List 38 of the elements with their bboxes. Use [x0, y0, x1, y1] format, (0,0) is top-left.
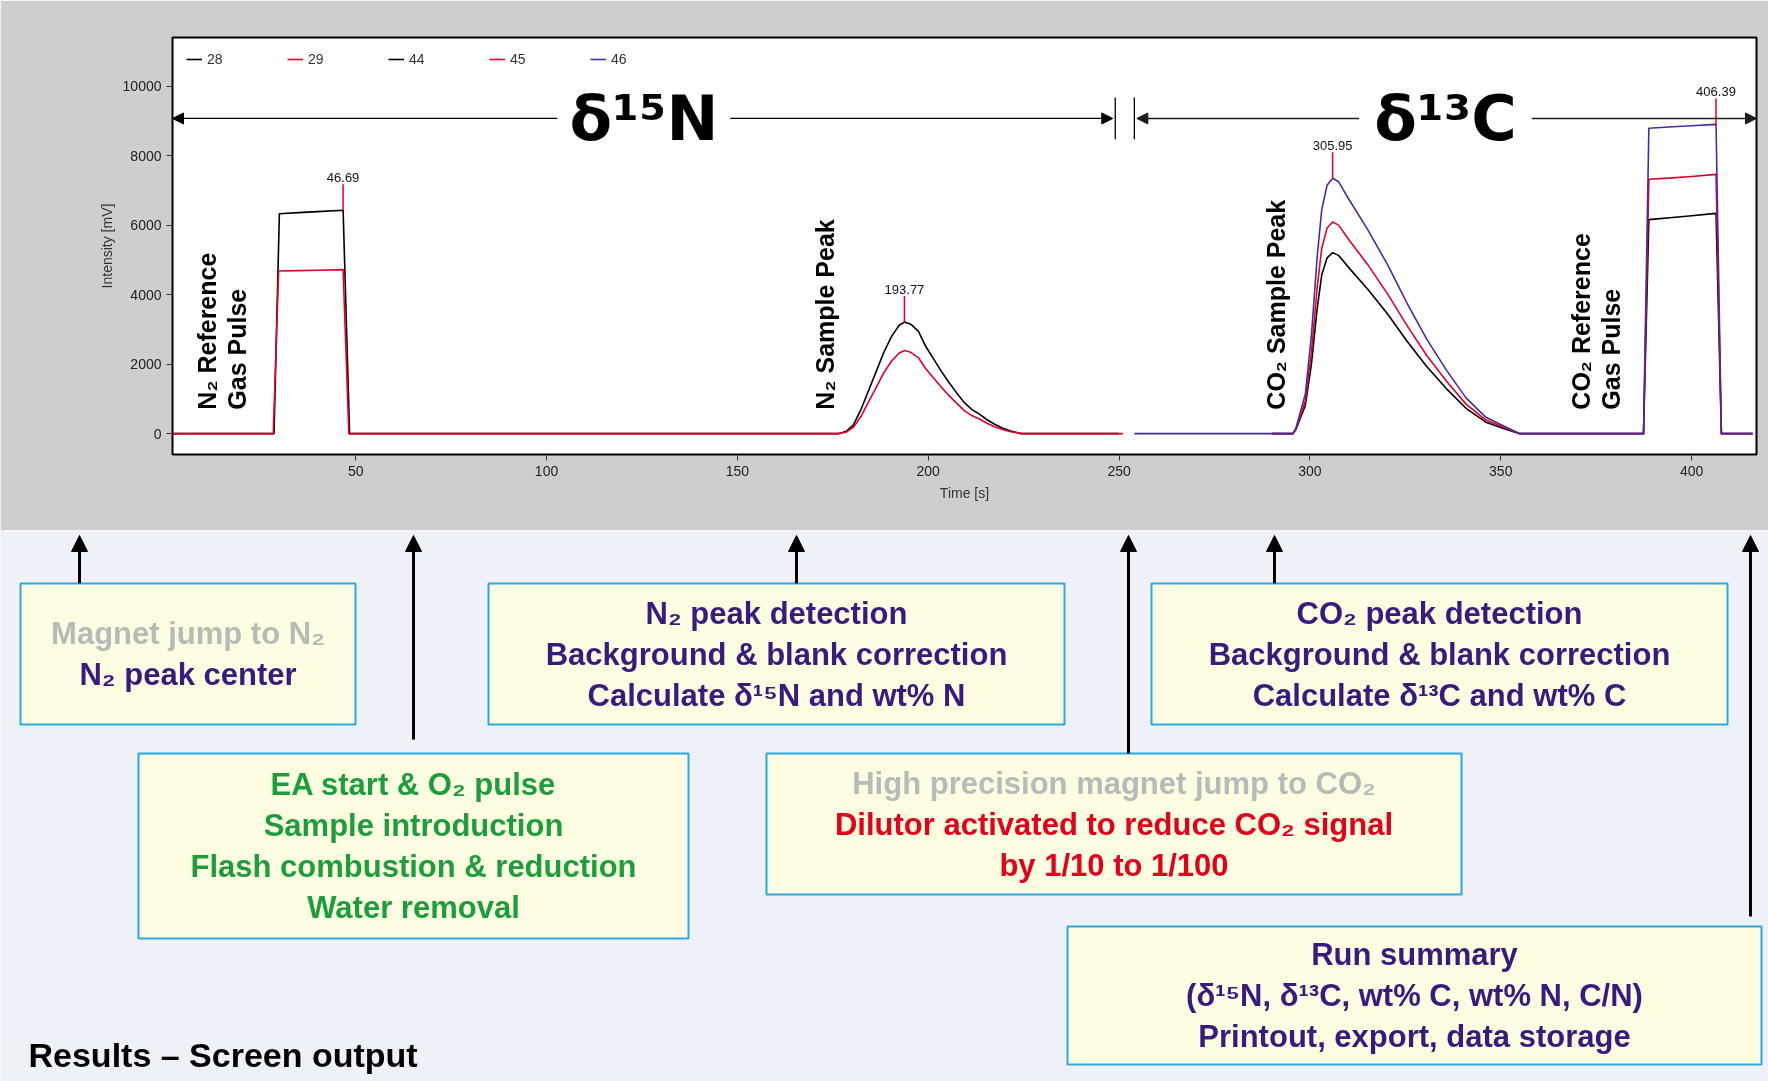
annotation: 406.39: [1696, 84, 1736, 100]
text: High precision magnet jump to CO₂ Dilutor activated to reduce CO₂ signal by 1/10 to 1/100: [834, 765, 1394, 883]
annotation: CO₂ Reference Gas Pulse: [1567, 233, 1625, 410]
x-tick-label: 200: [916, 462, 941, 479]
annotation: N₂ Sample Peak: [811, 219, 840, 410]
annotation: 305.95: [1312, 138, 1353, 154]
y-axis-title: Intensity [mV]: [98, 203, 115, 289]
x-tick-label: 100: [534, 462, 559, 479]
x-tick-label: 150: [725, 462, 750, 479]
text: EA start & O₂ pulse Sample introduction Flash combustion & reduction Water removal: [190, 767, 637, 925]
y-tick-label: 2000: [130, 356, 162, 373]
annotation: δ¹³C: [1374, 81, 1517, 155]
x-tick-label: 350: [1489, 462, 1513, 479]
legend-label: 45: [510, 51, 527, 67]
annotation: CO₂ Sample Peak: [1261, 199, 1290, 410]
y-tick-label: 8000: [130, 147, 162, 164]
x-axis-title: Time [s]: [939, 484, 990, 501]
text: Results – Screen output: [28, 1035, 418, 1074]
text: Magnet jump to N₂ N₂ peak center: [51, 616, 325, 692]
x-tick-label: 50: [347, 462, 364, 479]
text: Run summary (δ¹⁵N, δ¹³C, wt% C, wt% N, C/N) Printout, export, data storage: [1186, 937, 1643, 1054]
x-tick-label: 400: [1679, 462, 1704, 479]
legend-label: 28: [207, 51, 224, 67]
annotation: 46.69: [326, 170, 360, 186]
text: CO₂ peak detection Background & blank correction Calculate δ¹³C and wt% C: [1208, 595, 1671, 713]
y-tick-label: 0: [153, 425, 162, 442]
legend-label: 29: [308, 51, 325, 67]
annotation: N₂ Reference Gas Pulse: [193, 252, 251, 410]
annotation: 193.77: [884, 282, 925, 298]
y-tick-label: 6000: [130, 217, 162, 234]
y-tick-label: 4000: [130, 286, 162, 303]
y-tick-label: 10000: [122, 78, 162, 95]
text: N₂ peak detection Background & blank correction Calculate δ¹⁵N and wt% N: [545, 595, 1008, 713]
legend-label: 44: [409, 51, 426, 67]
annotation: δ¹⁵N: [569, 81, 719, 155]
x-tick-label: 300: [1298, 462, 1322, 479]
x-tick-label: 250: [1107, 462, 1131, 479]
legend-label: 46: [611, 51, 628, 67]
